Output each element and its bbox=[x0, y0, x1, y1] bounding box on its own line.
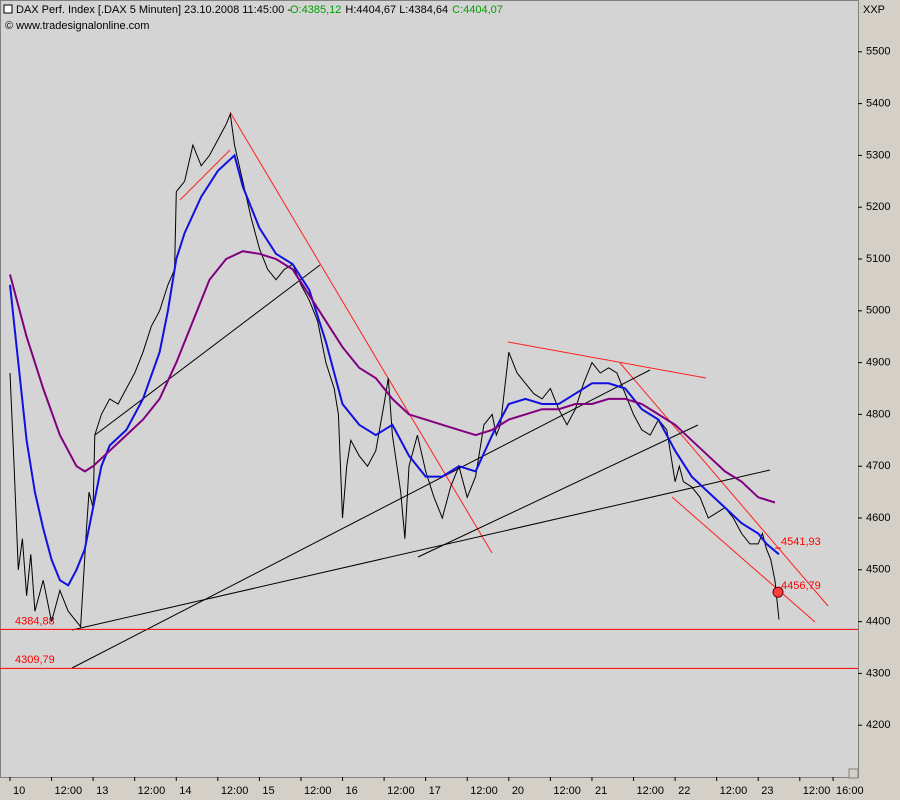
y-tick-label: 5500 bbox=[866, 46, 890, 58]
quote-value: C:4404,07 bbox=[452, 4, 503, 16]
y-tick-label: 4800 bbox=[866, 408, 890, 420]
annotation-label: 4456,79 bbox=[781, 580, 821, 592]
x-tick-label: 15 bbox=[262, 785, 274, 797]
y-tick-label: 4400 bbox=[866, 616, 890, 628]
level-label: 4384,88 bbox=[15, 615, 55, 627]
quote: O:4385,12 H:4404,67 L:4384,64 C:4404,07 bbox=[290, 4, 503, 16]
y-tick-label: 4900 bbox=[866, 357, 890, 369]
quote-value: O:4385,12 bbox=[290, 4, 341, 16]
chart-title: DAX Perf. Index [.DAX 5 Minuten] 23.10.2… bbox=[16, 4, 291, 16]
annotation-label: 4541,93 bbox=[781, 536, 821, 548]
series-line bbox=[9, 112, 780, 629]
trendline bbox=[71, 469, 771, 631]
series-line bbox=[9, 250, 776, 504]
quote-value: H:4404,67 L:4384,64 bbox=[345, 4, 448, 16]
x-tick-label: 20 bbox=[512, 785, 524, 797]
trendline bbox=[417, 424, 699, 558]
y-tick-label: 4500 bbox=[866, 564, 890, 576]
x-tick-label: 16:00 bbox=[836, 785, 864, 797]
resize-grip[interactable] bbox=[848, 768, 859, 779]
x-tick-label: 12:00 bbox=[138, 785, 166, 797]
level-label: 4309,79 bbox=[15, 654, 55, 666]
trendline bbox=[179, 149, 231, 201]
trendlines bbox=[71, 111, 829, 669]
y-tick-label: 5200 bbox=[866, 201, 890, 213]
x-tick-label: 12:00 bbox=[221, 785, 249, 797]
chart-subtitle: © www.tradesignalonline.com bbox=[5, 20, 149, 32]
y-tick-label: 4700 bbox=[866, 460, 890, 472]
x-tick-label: 22 bbox=[678, 785, 690, 797]
x-tick-label: 14 bbox=[179, 785, 191, 797]
y-tick-label: 5300 bbox=[866, 149, 890, 161]
y-tick-label: 4600 bbox=[866, 512, 890, 524]
trendline bbox=[507, 341, 707, 379]
x-tick-label: 21 bbox=[595, 785, 607, 797]
x-tick-label: 12:00 bbox=[720, 785, 748, 797]
x-tick-label: 12:00 bbox=[304, 785, 332, 797]
y-tick-label: 5400 bbox=[866, 98, 890, 110]
series-line bbox=[9, 153, 780, 587]
trendline bbox=[94, 264, 321, 436]
x-tick-label: 12:00 bbox=[470, 785, 498, 797]
y-tick-label: 4200 bbox=[866, 719, 890, 731]
trendline bbox=[229, 111, 493, 554]
x-tick-label: 10 bbox=[13, 785, 25, 797]
x-tick-label: 12:00 bbox=[803, 785, 831, 797]
x-tick-label: 17 bbox=[429, 785, 441, 797]
trendline bbox=[619, 362, 829, 607]
trendline bbox=[671, 496, 816, 623]
y-tick-label: 4300 bbox=[866, 667, 890, 679]
x-tick-label: 12:00 bbox=[637, 785, 665, 797]
x-tick-label: 12:00 bbox=[553, 785, 581, 797]
window-icon[interactable] bbox=[3, 4, 13, 14]
y-tick-label: 5000 bbox=[866, 305, 890, 317]
trendline bbox=[71, 369, 651, 669]
corner-label: XXP bbox=[863, 4, 885, 16]
y-tick-label: 5100 bbox=[866, 253, 890, 265]
x-tick-label: 23 bbox=[761, 785, 773, 797]
plot-area bbox=[0, 0, 859, 778]
price-marker bbox=[772, 586, 784, 598]
x-tick-label: 16 bbox=[346, 785, 358, 797]
x-tick-label: 12:00 bbox=[387, 785, 415, 797]
x-tick-label: 13 bbox=[96, 785, 108, 797]
x-tick-label: 12:00 bbox=[55, 785, 83, 797]
